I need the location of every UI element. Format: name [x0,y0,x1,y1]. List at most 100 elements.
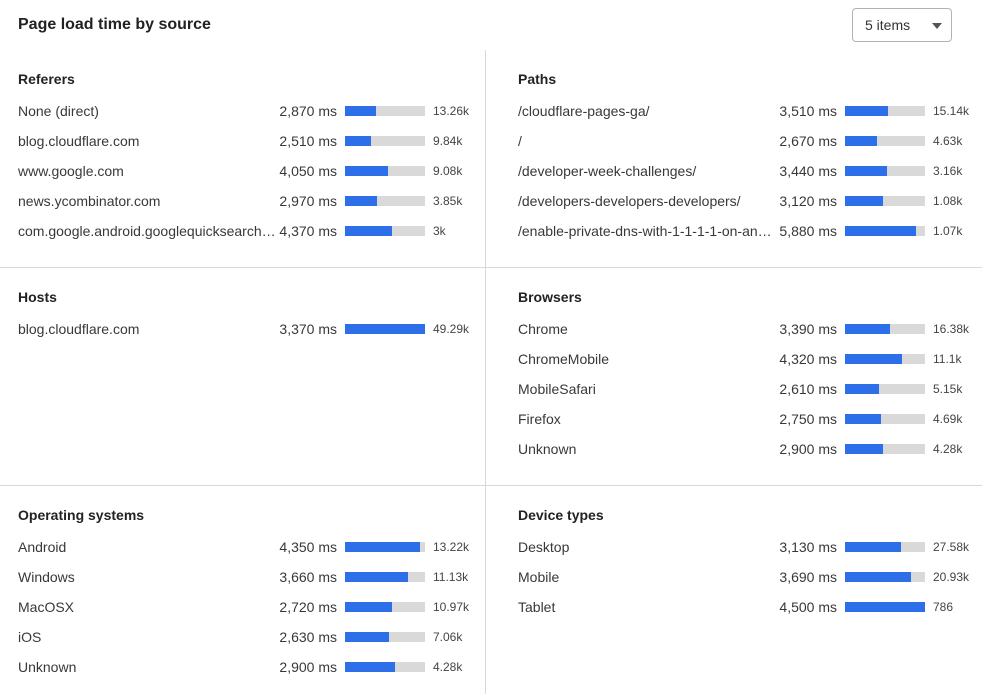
list-item: blog.cloudflare.com 2,510 ms 9.84k [18,133,488,163]
item-label: Firefox [518,411,561,427]
request-count: 9.84k [433,134,463,148]
list-item: Windows 3,660 ms 11.13k [18,569,488,599]
item-label: Desktop [518,539,570,555]
list-item: /developers-developers-developers/ 3,120… [518,193,982,223]
item-label: www.google.com [18,163,124,179]
load-time-bar-fill [345,136,372,146]
load-time-bar [845,354,925,364]
section-title: Paths [518,71,557,87]
item-label: Android [18,539,67,555]
load-time-bar-fill [345,542,421,552]
load-time: 2,610 ms [779,381,837,397]
load-time: 5,880 ms [779,223,837,239]
item-label: com.google.android.googlequicksearchbox [18,223,276,239]
load-time-bar-fill [845,136,877,146]
request-count: 3.16k [933,164,963,178]
load-time-bar [845,414,925,424]
request-count: 27.58k [933,540,970,554]
request-count: 1.07k [933,224,963,238]
load-time-bar [345,602,425,612]
request-count: 13.26k [433,104,470,118]
load-time-bar [345,324,425,334]
list-item: com.google.android.googlequicksearchbox … [18,223,488,253]
list-item: news.ycombinator.com 2,970 ms 3.85k [18,193,488,223]
load-time-bar-fill [345,226,393,236]
item-label: None (direct) [18,103,99,119]
load-time-bar-fill [845,414,881,424]
item-label: Mobile [518,569,560,585]
request-count: 1.08k [933,194,963,208]
load-time: 3,390 ms [779,321,837,337]
item-label: MacOSX [18,599,75,615]
load-time-bar [345,542,425,552]
load-time: 4,050 ms [279,163,337,179]
section-device-types: Device types Desktop 3,130 ms 27.58k Mob… [518,507,982,629]
item-label: MobileSafari [518,381,596,397]
load-time-bar-fill [845,542,901,552]
list-item: Unknown 2,900 ms 4.28k [18,659,488,689]
list-item: iOS 2,630 ms 7.06k [18,629,488,659]
row-divider [0,267,982,268]
load-time: 2,670 ms [779,133,837,149]
list-item: Firefox 2,750 ms 4.69k [518,411,982,441]
list-item: MacOSX 2,720 ms 10.97k [18,599,488,629]
item-label: Chrome [518,321,568,337]
section-title: Device types [518,507,604,523]
load-time-bar [845,226,925,236]
item-label: /cloudflare-pages-ga/ [518,103,650,119]
list-item: blog.cloudflare.com 3,370 ms 49.29k [18,321,488,351]
load-time-bar-fill [845,166,888,176]
list-item: /developer-week-challenges/ 3,440 ms 3.1… [518,163,982,193]
load-time-bar [845,384,925,394]
load-time: 2,900 ms [779,441,837,457]
list-item: /enable-private-dns-with-1-1-1-1-on-andr… [518,223,982,253]
section-hosts: Hosts blog.cloudflare.com 3,370 ms 49.29… [18,289,488,351]
request-count: 13.22k [433,540,470,554]
section-paths: Paths /cloudflare-pages-ga/ 3,510 ms 15.… [518,71,982,253]
load-time-bar [345,572,425,582]
page-title: Page load time by source [18,16,211,33]
load-time-bar-fill [845,106,889,116]
load-time-bar-fill [845,444,884,454]
load-time-bar-fill [845,384,880,394]
item-label: /developer-week-challenges/ [518,163,697,179]
load-time-bar-fill [845,226,917,236]
load-time-bar [345,136,425,146]
request-count: 4.63k [933,134,963,148]
load-time: 2,870 ms [279,103,337,119]
request-count: 9.08k [433,164,463,178]
request-count: 4.28k [933,442,963,456]
request-count: 11.1k [933,352,962,366]
load-time-bar [845,324,925,334]
column-divider [485,50,486,694]
items-count-select[interactable]: 5 items [852,8,952,42]
list-item: Chrome 3,390 ms 16.38k [518,321,982,351]
load-time: 3,510 ms [779,103,837,119]
load-time-bar-fill [345,196,377,206]
list-item: Desktop 3,130 ms 27.58k [518,539,982,569]
load-time: 2,720 ms [279,599,337,615]
request-count: 4.69k [933,412,963,426]
row-divider [0,485,982,486]
item-label: Unknown [18,659,77,675]
load-time-bar [845,572,925,582]
load-time-bar-fill [845,602,925,612]
request-count: 11.13k [433,570,469,584]
load-time-bar-fill [345,632,389,642]
load-time-bar [845,136,925,146]
load-time: 4,370 ms [279,223,337,239]
section-title: Hosts [18,289,57,305]
load-time-bar [345,166,425,176]
load-time-bar-fill [345,572,409,582]
load-time-bar [845,106,925,116]
request-count: 49.29k [433,322,470,336]
load-time: 2,900 ms [279,659,337,675]
load-time-bar-fill [845,572,912,582]
section-title: Browsers [518,289,582,305]
load-time: 4,500 ms [779,599,837,615]
load-time-bar [845,542,925,552]
item-label: blog.cloudflare.com [18,133,140,149]
load-time-bar [345,106,425,116]
section-operating-systems: Operating systems Android 4,350 ms 13.22… [18,507,488,689]
load-time: 2,970 ms [279,193,337,209]
